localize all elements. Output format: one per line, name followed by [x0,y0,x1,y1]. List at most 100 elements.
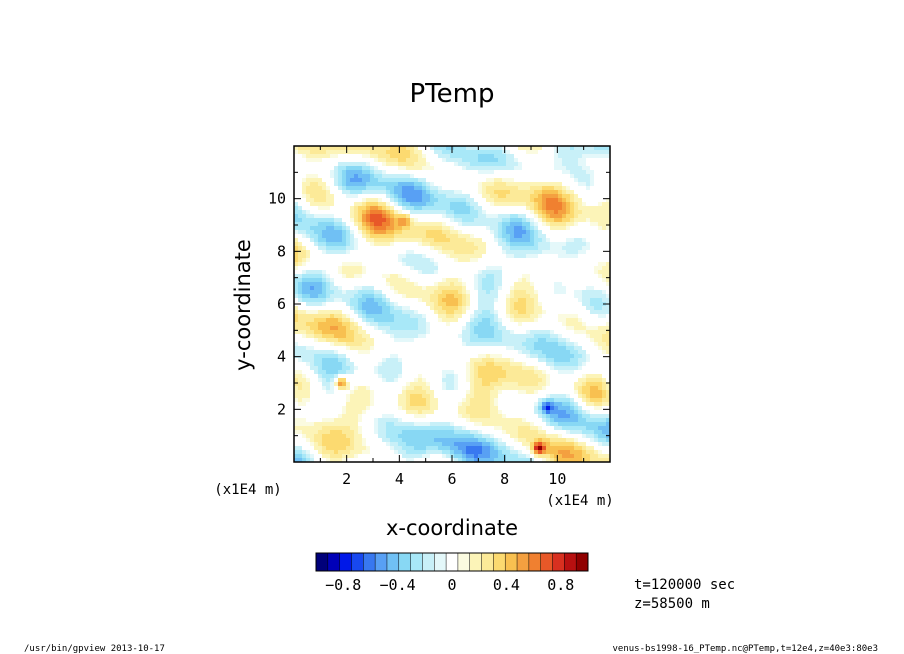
heatmap-cell [438,330,443,335]
heatmap-cell [298,198,303,203]
heatmap-cell [298,398,303,403]
heatmap-cell [538,182,543,187]
heatmap-cell [394,370,399,375]
heatmap-cell [522,234,527,239]
heatmap-cell [478,158,483,163]
heatmap-cell [394,414,399,419]
heatmap-cell [466,338,471,343]
heatmap-cell [398,178,403,183]
heatmap-cell [518,374,523,379]
heatmap-cell [438,370,443,375]
heatmap-cell [522,274,527,279]
heatmap-cell [398,266,403,271]
heatmap-cell [418,330,423,335]
heatmap-cell [326,454,331,459]
heatmap-cell [362,190,367,195]
heatmap-cell [302,398,307,403]
heatmap-cell [542,362,547,367]
heatmap-cell [538,254,543,259]
heatmap-cell [366,166,371,171]
heatmap-cell [314,302,319,307]
heatmap-cell [470,406,475,411]
heatmap-cell [438,222,443,227]
heatmap-cell [518,350,523,355]
heatmap-cell [434,210,439,215]
heatmap-cell [362,242,367,247]
heatmap-cell [318,410,323,415]
heatmap-cell [378,322,383,327]
heatmap-cell [426,234,431,239]
heatmap-cell [486,198,491,203]
heatmap-cell [470,186,475,191]
heatmap-cell [514,382,519,387]
heatmap-cell [462,342,467,347]
heatmap-cell [514,370,519,375]
heatmap-cell [354,410,359,415]
heatmap-cell [526,370,531,375]
heatmap-cell [362,438,367,443]
heatmap-cell [374,414,379,419]
heatmap-cell [502,158,507,163]
heatmap-cell [474,186,479,191]
heatmap-cell [530,266,535,271]
heatmap-cell [542,430,547,435]
heatmap-cell [354,194,359,199]
heatmap-cell [342,178,347,183]
heatmap-cell [346,362,351,367]
heatmap-cell [362,418,367,423]
heatmap-cell [310,382,315,387]
heatmap-cell [442,434,447,439]
heatmap-cell [406,318,411,323]
heatmap-cell [526,258,531,263]
heatmap-cell [342,234,347,239]
heatmap-cell [530,430,535,435]
heatmap-cell [458,258,463,263]
heatmap-cell [514,218,519,223]
heatmap-cell [402,282,407,287]
heatmap-cell [518,310,523,315]
heatmap-cell [298,226,303,231]
heatmap-cell [410,402,415,407]
heatmap-cell [294,394,299,399]
heatmap-cell [466,274,471,279]
heatmap-cell [454,206,459,211]
heatmap-cell [362,422,367,427]
heatmap-cell [490,178,495,183]
heatmap-cell [402,302,407,307]
heatmap-cell [394,222,399,227]
heatmap-cell [498,298,503,303]
heatmap-cell [438,206,443,211]
heatmap-cell [506,238,511,243]
heatmap-cell [318,258,323,263]
heatmap-cell [410,274,415,279]
heatmap-cell [378,370,383,375]
heatmap-cell [326,282,331,287]
heatmap-cell [402,318,407,323]
heatmap-cell [442,218,447,223]
heatmap-cell [310,230,315,235]
heatmap-cell [510,454,515,459]
heatmap-cell [346,450,351,455]
heatmap-cell [446,174,451,179]
heatmap-cell [526,378,531,383]
heatmap-cell [426,422,431,427]
heatmap-cell [382,198,387,203]
heatmap-cell [410,418,415,423]
heatmap-cell [474,218,479,223]
heatmap-cell [526,394,531,399]
heatmap-cell [478,266,483,271]
heatmap-cell [306,266,311,271]
heatmap-cell [538,178,543,183]
heatmap-cell [406,298,411,303]
heatmap-cell [462,450,467,455]
heatmap-cell [338,150,343,155]
heatmap-cell [498,302,503,307]
heatmap-cell [434,362,439,367]
heatmap-cell [434,434,439,439]
heatmap-cell [446,382,451,387]
heatmap-cell [302,418,307,423]
heatmap-cell [318,382,323,387]
heatmap-cell [418,430,423,435]
heatmap-cell [414,414,419,419]
heatmap-cell [358,226,363,231]
